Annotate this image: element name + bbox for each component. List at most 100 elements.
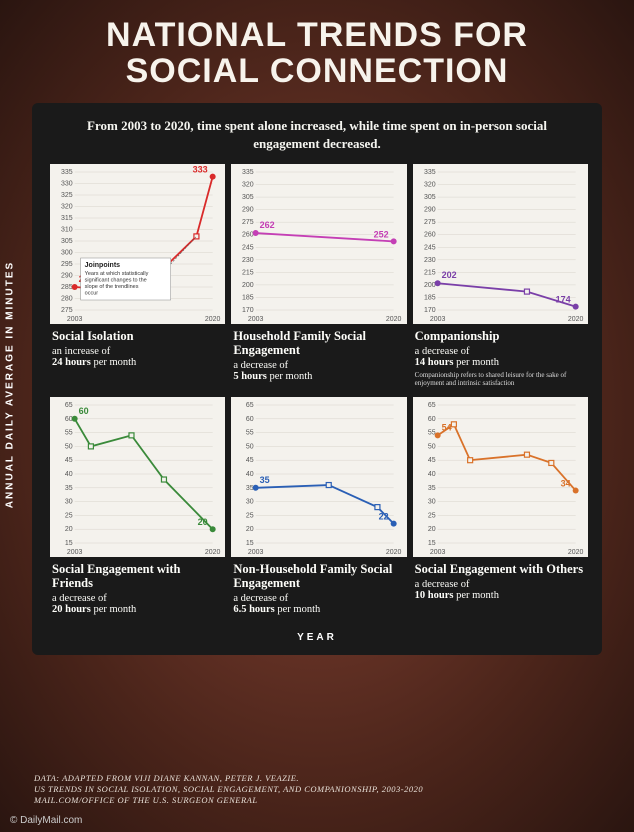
chart-title: Social Engagement with Others: [415, 563, 586, 577]
svg-text:50: 50: [428, 444, 436, 451]
svg-text:45: 45: [65, 458, 73, 465]
svg-text:305: 305: [424, 195, 436, 202]
svg-text:202: 202: [441, 271, 456, 281]
chart-nonhousehold: 1520253035404550556065200320203522: [231, 397, 406, 557]
svg-text:60: 60: [65, 416, 73, 423]
svg-text:60: 60: [246, 416, 254, 423]
svg-text:15: 15: [428, 540, 436, 547]
svg-text:300: 300: [61, 250, 73, 257]
svg-text:40: 40: [246, 471, 254, 478]
svg-text:50: 50: [65, 444, 73, 451]
svg-text:245: 245: [424, 245, 436, 252]
svg-text:Years at which statistically: Years at which statistically: [85, 271, 149, 277]
svg-text:2020: 2020: [568, 549, 584, 556]
svg-text:55: 55: [246, 430, 254, 437]
svg-text:40: 40: [428, 471, 436, 478]
chart-grid: 2752802852902953003053103153203253303352…: [50, 164, 588, 624]
svg-text:275: 275: [242, 220, 254, 227]
svg-text:65: 65: [65, 402, 73, 409]
svg-text:22: 22: [379, 512, 389, 522]
copyright: © DailyMail.com: [10, 815, 82, 826]
svg-text:170: 170: [424, 307, 436, 314]
title-line-2: SOCIAL CONNECTION: [20, 54, 614, 90]
svg-text:305: 305: [242, 195, 254, 202]
svg-text:20: 20: [246, 527, 254, 534]
svg-text:320: 320: [242, 182, 254, 189]
svg-text:280: 280: [61, 296, 73, 303]
chart-title: Companionship: [415, 330, 586, 344]
svg-text:310: 310: [61, 227, 73, 234]
chart-desc: an increase of24 hours per month: [52, 346, 223, 368]
svg-text:25: 25: [65, 513, 73, 520]
chart-desc: a decrease of14 hours per month: [415, 346, 586, 368]
svg-text:2020: 2020: [205, 316, 221, 323]
svg-text:260: 260: [424, 232, 436, 239]
chart-caption-household: Household Family Social Engagementa decr…: [231, 324, 406, 386]
chart-cell-isolation: 2752802852902953003053103153203253303352…: [50, 164, 225, 391]
svg-text:295: 295: [61, 261, 73, 268]
svg-text:230: 230: [242, 257, 254, 264]
svg-text:occur: occur: [85, 291, 99, 297]
chart-others: 1520253035404550556065200320205434: [413, 397, 588, 557]
chart-desc: a decrease of6.5 hours per month: [233, 593, 404, 615]
svg-text:2003: 2003: [430, 316, 446, 323]
svg-text:2003: 2003: [248, 549, 264, 556]
svg-text:174: 174: [555, 295, 570, 305]
svg-text:215: 215: [424, 270, 436, 277]
svg-text:200: 200: [424, 282, 436, 289]
svg-text:2020: 2020: [386, 549, 402, 556]
svg-text:35: 35: [428, 485, 436, 492]
svg-text:Joinpoints: Joinpoints: [85, 262, 120, 269]
svg-text:65: 65: [246, 402, 254, 409]
citation-line: MAIL.COM/OFFICE OF THE U.S. SURGEON GENE…: [34, 795, 600, 806]
svg-text:2003: 2003: [67, 316, 83, 323]
title-line-1: NATIONAL TRENDS FOR: [20, 18, 614, 54]
chart-caption-nonhousehold: Non-Household Family Social Engagementa …: [231, 557, 406, 619]
svg-text:20: 20: [428, 527, 436, 534]
chart-caption-isolation: Social Isolationan increase of24 hours p…: [50, 324, 225, 372]
subtitle: From 2003 to 2020, time spent alone incr…: [46, 117, 588, 164]
chart-cell-household: 1701852002152302452602752903053203352003…: [231, 164, 406, 391]
svg-text:20: 20: [65, 527, 73, 534]
x-axis-label: YEAR: [46, 624, 588, 645]
svg-text:305: 305: [61, 238, 73, 245]
svg-text:290: 290: [242, 207, 254, 214]
svg-text:20: 20: [198, 518, 208, 528]
svg-text:60: 60: [428, 416, 436, 423]
chart-isolation: 2752802852902953003053103153203253303352…: [50, 164, 225, 324]
chart-title: Household Family Social Engagement: [233, 330, 404, 358]
chart-title: Non-Household Family Social Engagement: [233, 563, 404, 591]
chart-household: 1701852002152302452602752903053203352003…: [231, 164, 406, 324]
chart-panel: ANNUAL DAILY AVERAGE IN MINUTES From 200…: [32, 103, 602, 655]
svg-text:252: 252: [374, 230, 389, 240]
svg-text:54: 54: [441, 423, 451, 433]
svg-text:slope of the trendlines: slope of the trendlines: [85, 284, 139, 290]
svg-text:65: 65: [428, 402, 436, 409]
chart-desc: a decrease of5 hours per month: [233, 360, 404, 382]
svg-text:34: 34: [560, 479, 570, 489]
svg-text:262: 262: [260, 221, 275, 231]
svg-text:25: 25: [246, 513, 254, 520]
chart-cell-others: 1520253035404550556065200320205434Social…: [413, 397, 588, 624]
svg-text:330: 330: [61, 181, 73, 188]
svg-text:333: 333: [193, 165, 208, 175]
svg-text:55: 55: [428, 430, 436, 437]
svg-text:40: 40: [65, 471, 73, 478]
svg-text:35: 35: [246, 485, 254, 492]
svg-text:60: 60: [79, 406, 89, 416]
svg-text:320: 320: [424, 182, 436, 189]
chart-caption-friends: Social Engagement with Friendsa decrease…: [50, 557, 225, 619]
svg-text:30: 30: [246, 499, 254, 506]
svg-text:50: 50: [246, 444, 254, 451]
svg-text:2020: 2020: [386, 316, 402, 323]
chart-friends: 1520253035404550556065200320206020: [50, 397, 225, 557]
svg-text:45: 45: [246, 458, 254, 465]
svg-text:325: 325: [61, 192, 73, 199]
svg-text:25: 25: [428, 513, 436, 520]
svg-text:2020: 2020: [205, 549, 221, 556]
svg-text:15: 15: [65, 540, 73, 547]
svg-text:2003: 2003: [430, 549, 446, 556]
svg-text:290: 290: [61, 273, 73, 280]
svg-text:275: 275: [61, 307, 73, 314]
citation: DATA: ADAPTED FROM VIJI DIANE KANNAN, PE…: [34, 773, 600, 806]
